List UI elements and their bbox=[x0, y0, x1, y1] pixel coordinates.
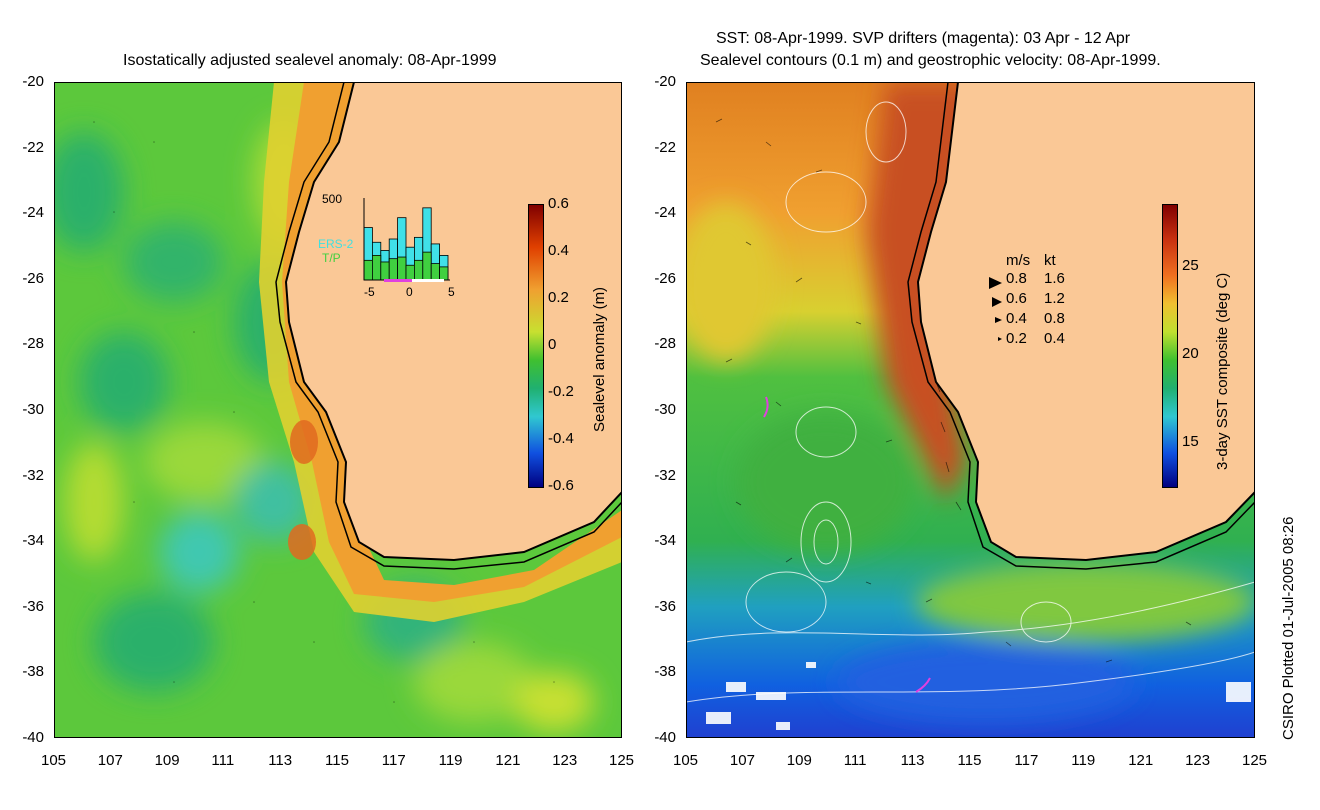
left-lat-tick-3: -26 bbox=[22, 269, 44, 287]
velocity-ms-0: 0.8 bbox=[1006, 270, 1027, 287]
velocity-scale-arrow-0 bbox=[989, 277, 1002, 289]
right-lon-tick-1: 107 bbox=[729, 752, 755, 769]
left-lat-tick-6: -32 bbox=[22, 466, 44, 484]
left-lat-tick-10: -40 bbox=[22, 729, 44, 746]
inset-bar-tp-5 bbox=[405, 264, 415, 281]
left-lon-tick-0: 105 bbox=[41, 752, 67, 769]
right-lat-tick-9: -38 bbox=[654, 663, 676, 681]
right-panel-title-line2: Sealevel contours (0.1 m) and geostrophi… bbox=[700, 52, 1161, 69]
sst-colorbar-tick-0: 25 bbox=[1182, 256, 1199, 274]
velocity-scale-arrow-3 bbox=[998, 337, 1002, 341]
velocity-legend: m/s kt 0.8 1.6 0.6 1.2 0.4 0.8 0.2 0.4 bbox=[989, 250, 1080, 350]
sla-colorbar-tick-2: 0.2 bbox=[548, 289, 569, 306]
inset-bar-tp-6 bbox=[414, 259, 424, 281]
right-panel-title-line1: SST: 08-Apr-1999. SVP drifters (magenta)… bbox=[716, 30, 1131, 47]
velocity-ms-1: 0.6 bbox=[1006, 290, 1027, 307]
right-lon-tick-6: 117 bbox=[1014, 752, 1039, 769]
right-lat-tick-10: -40 bbox=[654, 729, 676, 746]
velocity-scale-arrow-1 bbox=[992, 297, 1002, 307]
velocity-scale-arrow-2 bbox=[995, 317, 1002, 323]
left-lat-tick-2: -24 bbox=[22, 204, 44, 222]
right-lon-tick-3: 111 bbox=[843, 752, 867, 769]
left-lat-tick-4: -28 bbox=[22, 335, 44, 353]
right-lon-tick-4: 113 bbox=[900, 752, 925, 769]
left-lon-tick-8: 121 bbox=[495, 752, 521, 769]
sst-colorbar-tick-2: 15 bbox=[1182, 432, 1199, 450]
velocity-kt-1: 1.2 bbox=[1044, 290, 1065, 307]
inset-xtick-1: -5 bbox=[364, 285, 375, 299]
inset-bar-tp-8 bbox=[430, 263, 440, 281]
inset-bar-tp-2 bbox=[380, 261, 390, 281]
left-lon-tick-4: 113 bbox=[268, 752, 293, 769]
left-lat-tick-9: -38 bbox=[22, 663, 44, 681]
inset-histogram: 500 ERS-2 T/P -5 0 5 bbox=[318, 192, 455, 299]
velocity-kt-2: 0.8 bbox=[1044, 310, 1065, 327]
sla-colorbar-label: Sealevel anomaly (m) bbox=[591, 286, 608, 432]
inset-bar-tp-9 bbox=[439, 266, 449, 281]
inset-ymax-label: 500 bbox=[322, 192, 342, 206]
inset-legend-tp: T/P bbox=[322, 251, 341, 265]
right-lon-tick-0: 105 bbox=[673, 752, 699, 769]
right-lon-tick-2: 109 bbox=[786, 752, 812, 769]
left-lon-tick-10: 125 bbox=[609, 752, 635, 769]
sla-colorbar-tick-6: -0.6 bbox=[548, 477, 574, 494]
left-lat-tick-5: -30 bbox=[22, 401, 44, 418]
velocity-legend-header-kt: kt bbox=[1044, 252, 1056, 269]
inset-bar-tp-4 bbox=[397, 256, 407, 281]
left-lon-tick-7: 119 bbox=[438, 752, 463, 769]
velocity-kt-3: 0.4 bbox=[1044, 330, 1065, 347]
sst-colorbar-tick-1: 20 bbox=[1182, 344, 1199, 362]
left-lon-tick-6: 117 bbox=[381, 752, 406, 769]
sla-colorbar-tick-3: 0 bbox=[548, 336, 557, 353]
velocity-ms-2: 0.4 bbox=[1006, 310, 1027, 327]
inset-bar-tp-7 bbox=[422, 251, 432, 281]
sla-colorbar-tick-1: 0.4 bbox=[548, 242, 569, 259]
right-lat-tick-7: -34 bbox=[654, 532, 676, 550]
right-lat-tick-4: -28 bbox=[654, 335, 676, 353]
left-lon-tick-9: 123 bbox=[552, 752, 578, 769]
inset-xtick-3: 5 bbox=[448, 285, 455, 299]
right-lon-tick-9: 123 bbox=[1185, 752, 1211, 769]
velocity-ms-3: 0.2 bbox=[1006, 330, 1027, 347]
inset-bar-tp-3 bbox=[388, 258, 398, 281]
left-lon-tick-5: 115 bbox=[325, 752, 349, 769]
credit-text: CSIRO Plotted 01-Jul-2005 08:26 bbox=[1280, 516, 1297, 740]
right-lat-tick-1: -22 bbox=[654, 138, 676, 156]
velocity-kt-0: 1.6 bbox=[1044, 270, 1065, 287]
right-lat-tick-2: -24 bbox=[654, 204, 676, 222]
sst-colorbar bbox=[1162, 204, 1178, 488]
right-lon-tick-5: 115 bbox=[957, 752, 982, 769]
left-panel-title: Isostatically adjusted sealevel anomaly:… bbox=[123, 52, 497, 69]
inset-bar-tp-1 bbox=[372, 255, 382, 281]
sst-colorbar-label: 3-day SST composite (deg C) bbox=[1214, 272, 1231, 470]
left-lon-tick-2: 109 bbox=[154, 752, 180, 769]
inset-legend-ers2: ERS-2 bbox=[318, 237, 354, 251]
left-lon-tick-1: 107 bbox=[97, 752, 123, 769]
left-lat-tick-1: -22 bbox=[22, 138, 44, 156]
sla-colorbar-tick-5: -0.4 bbox=[548, 430, 574, 447]
right-lat-tick-8: -36 bbox=[654, 597, 676, 615]
right-lon-tick-10: 125 bbox=[1242, 752, 1268, 769]
right-lat-tick-6: -32 bbox=[654, 466, 676, 484]
left-lat-tick-0: -20 bbox=[22, 73, 44, 90]
left-lon-tick-3: 111 bbox=[211, 752, 235, 769]
right-lon-tick-7: 119 bbox=[1071, 752, 1096, 769]
left-lat-tick-7: -34 bbox=[22, 532, 44, 550]
sla-colorbar-tick-0: 0.6 bbox=[548, 195, 569, 212]
sla-colorbar-tick-4: -0.2 bbox=[548, 383, 574, 400]
right-lat-tick-3: -26 bbox=[654, 269, 676, 287]
inset-xtick-2: 0 bbox=[406, 285, 413, 299]
left-lat-tick-8: -36 bbox=[22, 597, 44, 615]
velocity-legend-header-ms: m/s bbox=[1006, 252, 1031, 269]
right-lon-tick-8: 121 bbox=[1128, 752, 1154, 769]
right-lat-tick-0: -20 bbox=[654, 73, 676, 90]
inset-bar-tp-0 bbox=[363, 259, 373, 281]
sla-colorbar bbox=[528, 204, 544, 488]
right-lat-tick-5: -30 bbox=[654, 401, 676, 418]
